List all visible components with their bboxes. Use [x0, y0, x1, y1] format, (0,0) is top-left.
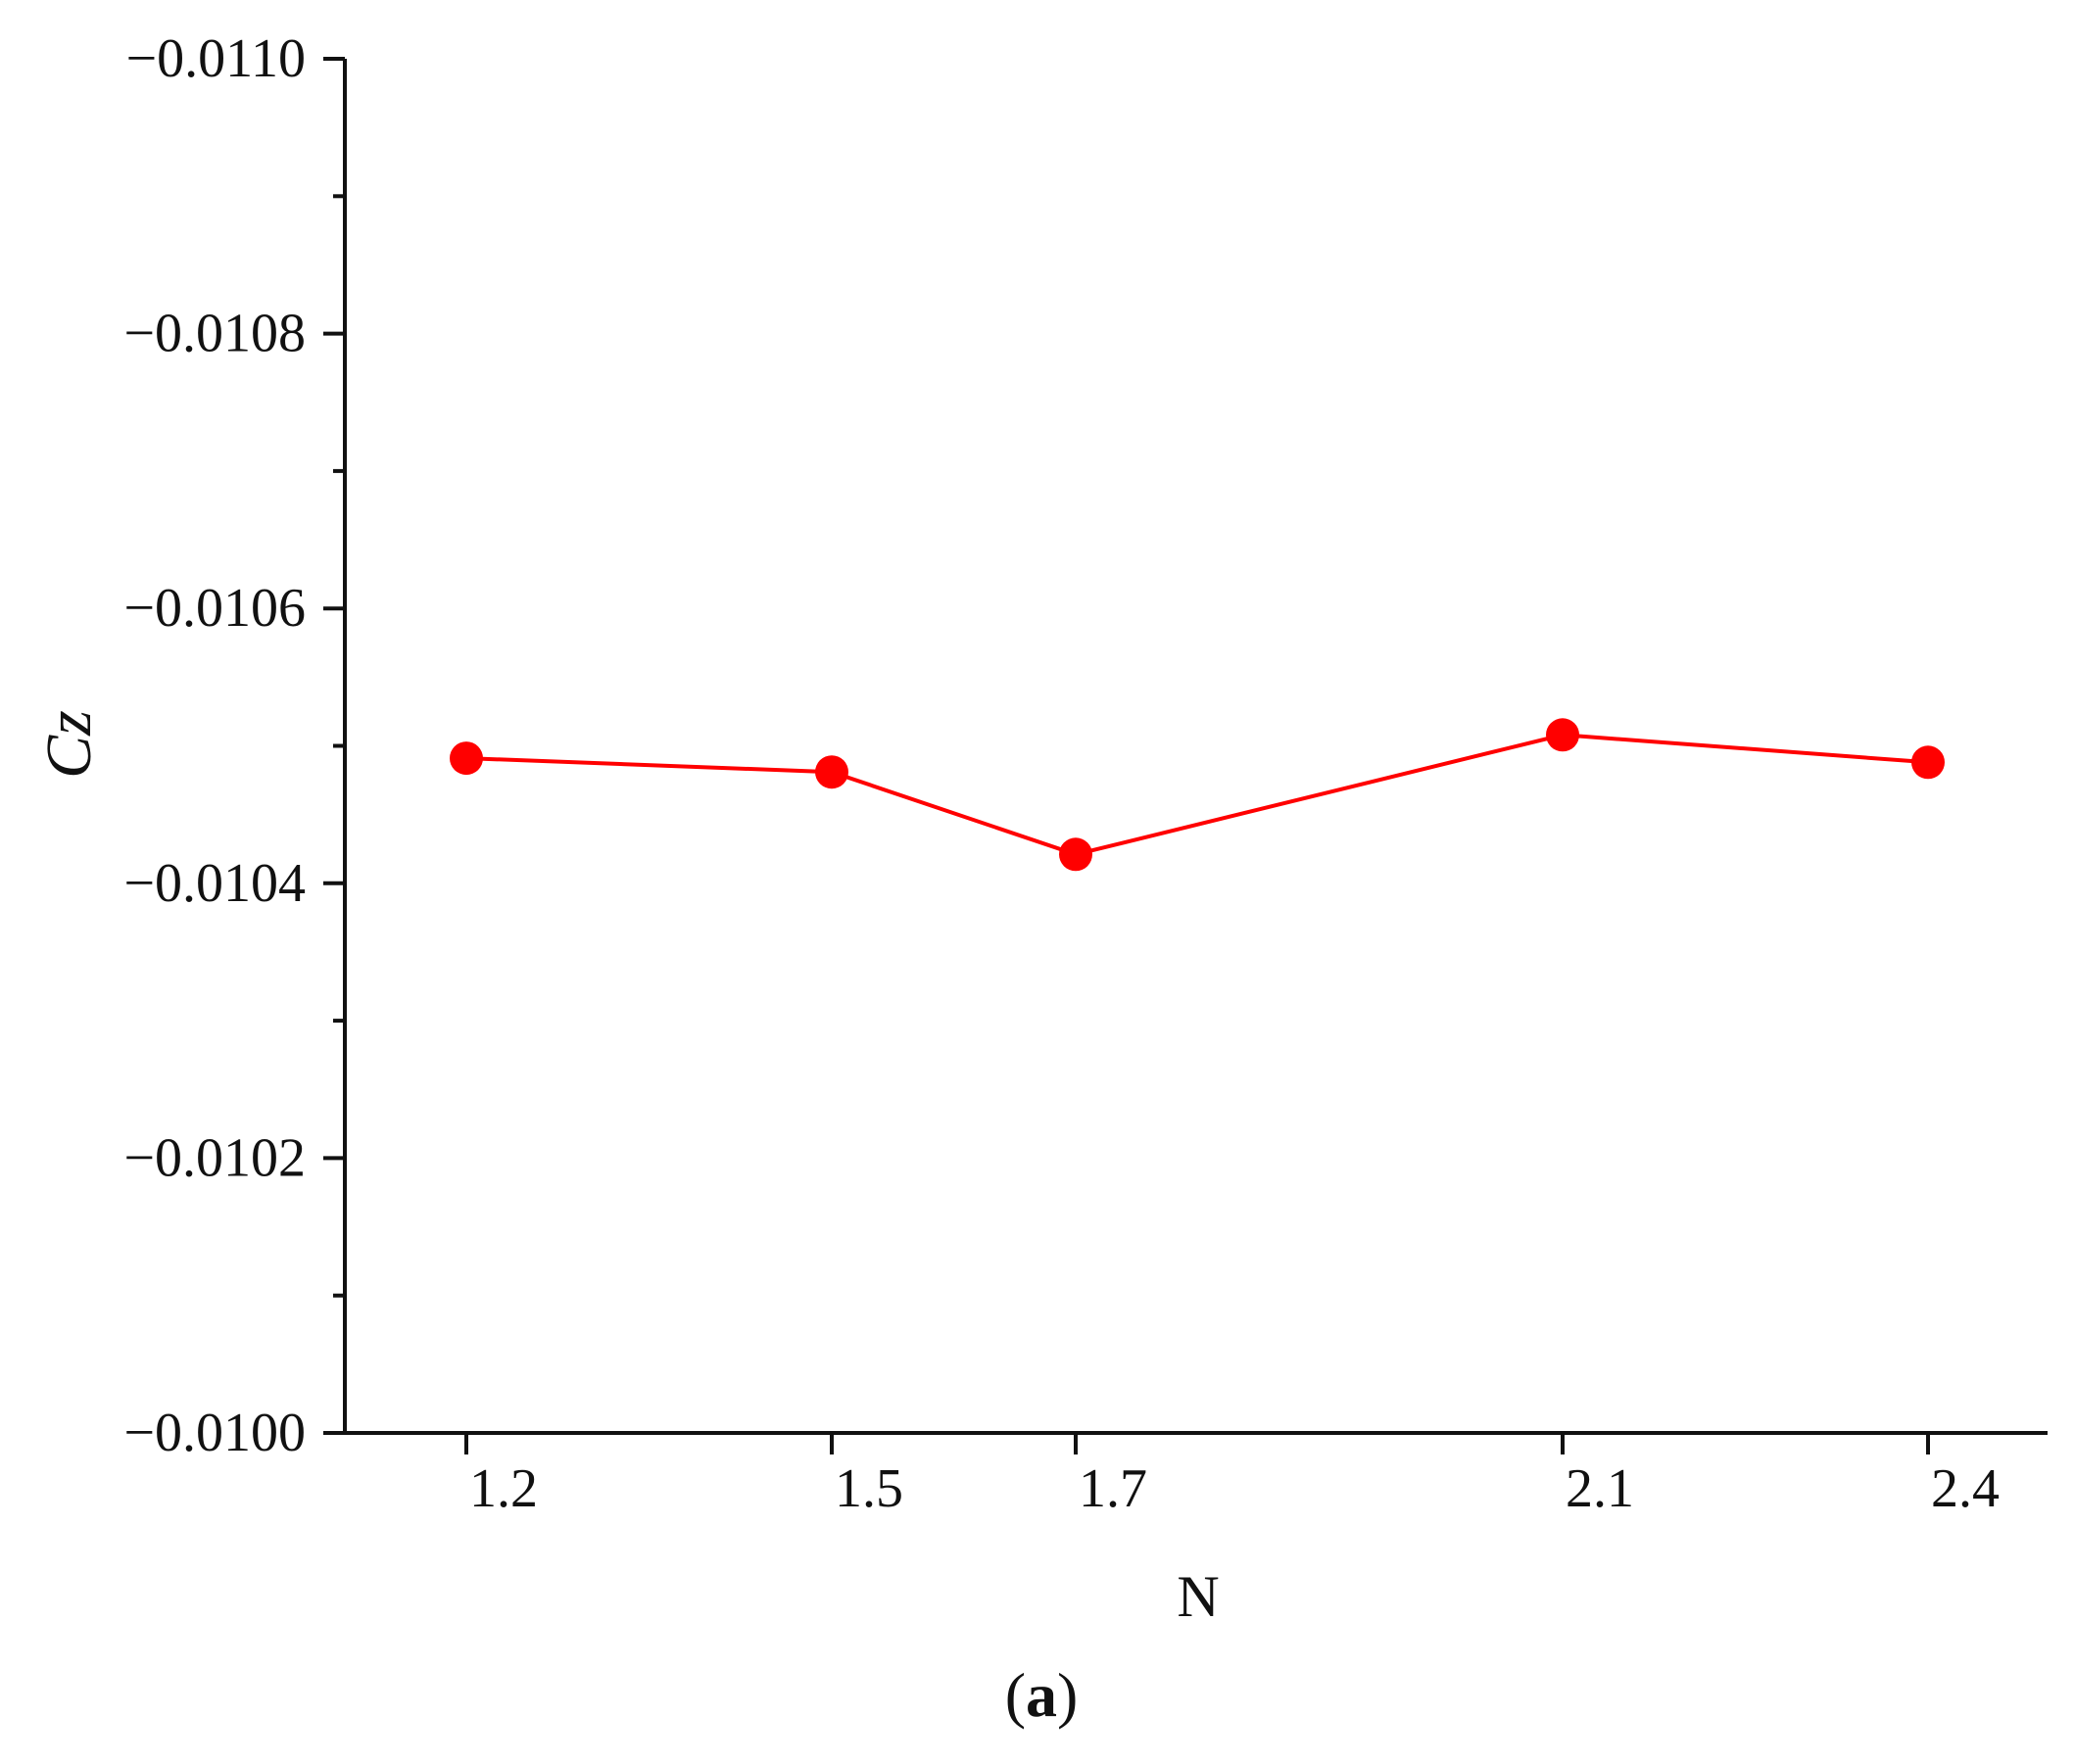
x-ticks: 1.2 1.5 1.7 2.1 2.4: [464, 1433, 2000, 1519]
y-tick-label: −0.0100: [123, 1403, 306, 1463]
data-point: [815, 755, 848, 789]
data-point: [1546, 718, 1579, 752]
x-tick-label: 1.2: [469, 1458, 538, 1519]
caption-letter: a: [1026, 1660, 1057, 1730]
x-tick-label: 2.4: [1931, 1458, 2000, 1519]
series-line: [465, 733, 1929, 857]
series: [450, 718, 1945, 872]
x-tick-label: 2.1: [1566, 1458, 1634, 1519]
caption-open: (: [1005, 1660, 1026, 1730]
data-point: [450, 741, 483, 776]
y-axis-title-sub: z: [33, 710, 105, 737]
y-axis-title: Cz: [33, 710, 105, 779]
y-tick-label: −0.0104: [123, 853, 306, 914]
y-tick-label: −0.0108: [123, 304, 306, 364]
caption-close: ): [1057, 1660, 1078, 1730]
x-tick-label: 1.5: [835, 1458, 903, 1519]
x-axis-title: N: [1177, 1564, 1219, 1629]
y-tick-label: −0.0106: [123, 578, 306, 639]
figure-caption: (a): [1005, 1660, 1079, 1730]
y-axis-title-main: C: [33, 735, 105, 779]
axes: [343, 59, 2048, 1435]
data-point: [1911, 745, 1945, 780]
x-tick-label: 1.7: [1079, 1458, 1147, 1519]
y-tick-label: −0.0102: [123, 1127, 306, 1188]
y-tick-label: −0.0110: [125, 28, 306, 89]
data-point: [1059, 837, 1092, 872]
y-ticks: −0.0110 −0.0108 −0.0106 −0.0104 −0.0102 −0.01…: [123, 28, 345, 1463]
